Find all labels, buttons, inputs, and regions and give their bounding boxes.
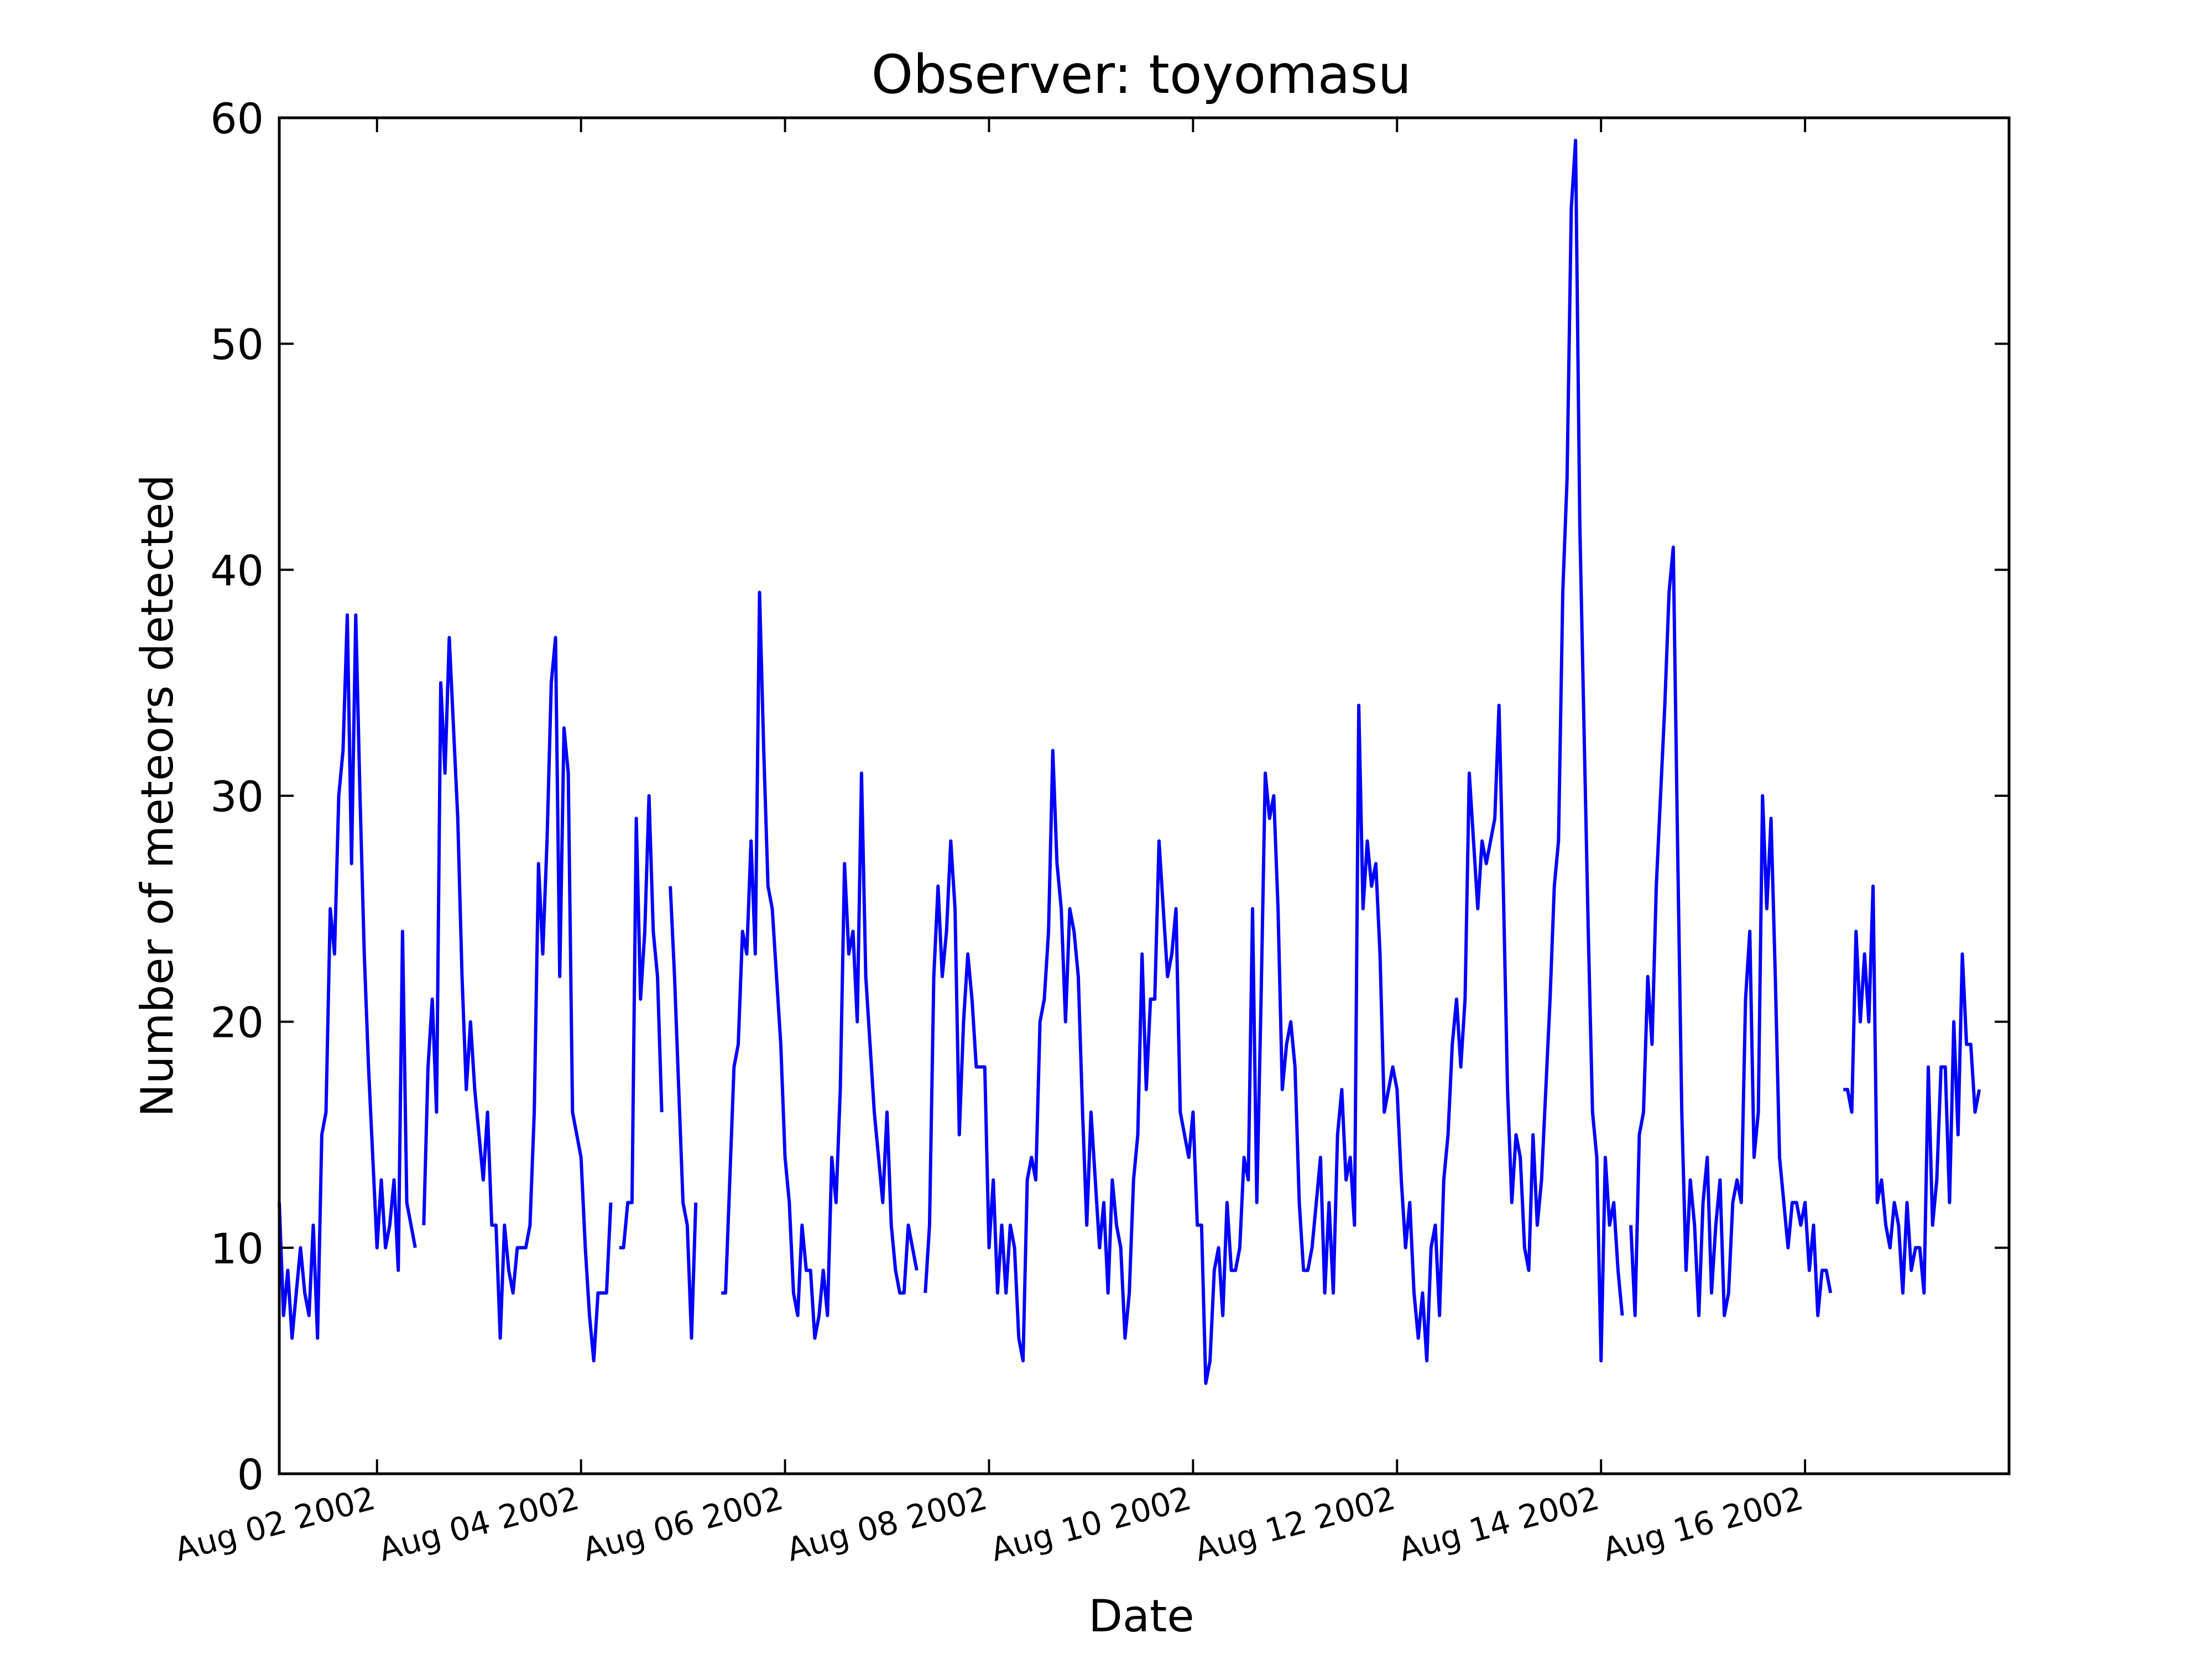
chart-title: Observer: toyomasu (872, 44, 1412, 106)
series-line-segment (1629, 545, 1833, 1317)
y-tick-label: 10 (210, 1224, 264, 1273)
plot-frame (278, 116, 2011, 1475)
y-tick-label: 40 (210, 546, 264, 595)
y-tick-label: 20 (210, 998, 264, 1047)
y-tick-label: 0 (237, 1450, 264, 1499)
series-layer (278, 138, 1981, 1385)
y-tick-label: 60 (210, 94, 264, 143)
y-tick-label: 50 (210, 320, 264, 369)
y-axis-label: Number of meteors detected (132, 474, 183, 1117)
series-line-segment (278, 613, 417, 1340)
series-line-segment (422, 635, 613, 1363)
series-line-segment (1843, 884, 1981, 1295)
y-axis-ticks: 0 10 20 30 40 50 60 (210, 94, 2009, 1499)
series-line-segment (619, 794, 664, 1250)
y-tick-label: 30 (210, 772, 264, 821)
series-line-segment (721, 591, 919, 1340)
x-axis-label: Date (1088, 1590, 1194, 1642)
series-line-segment (924, 138, 1624, 1385)
series-line-segment (669, 886, 698, 1340)
plot-background (279, 118, 2009, 1474)
